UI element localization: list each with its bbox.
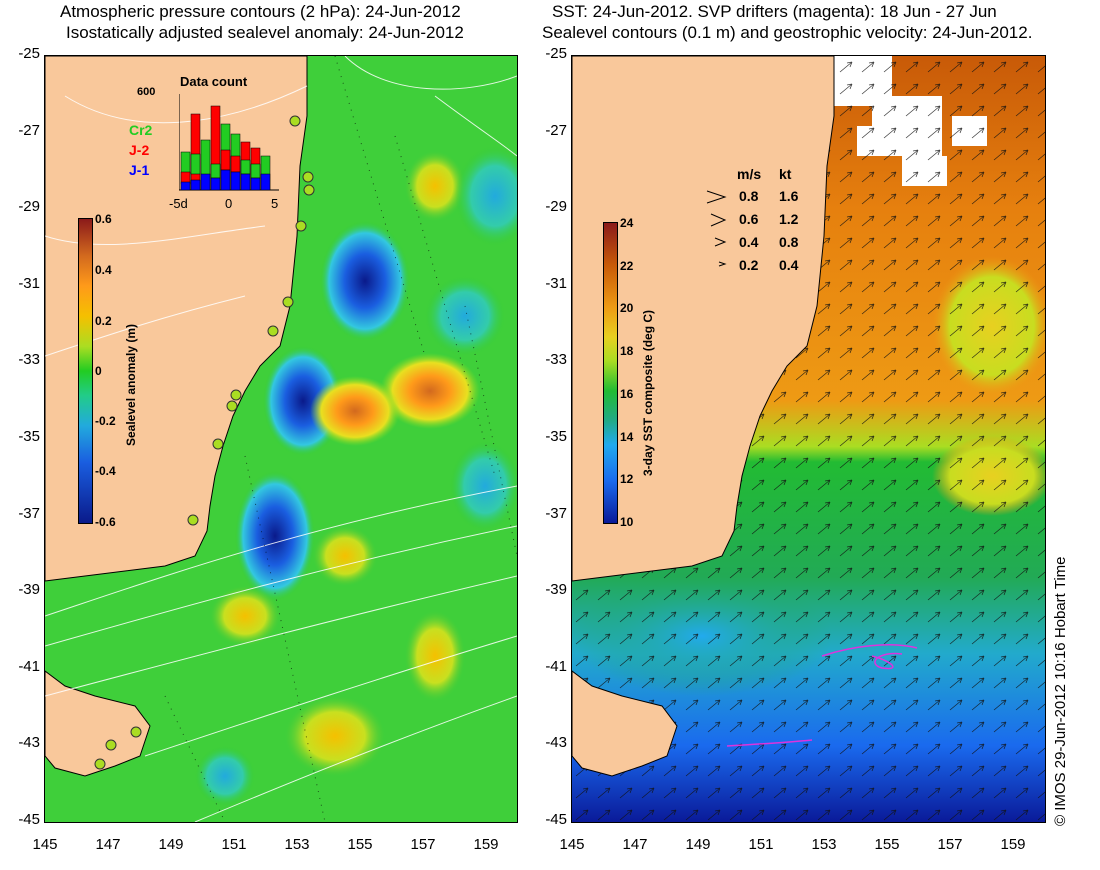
right-ytick: -45 xyxy=(545,811,567,828)
velocity-legend: m/s kt 0.8 1.6 0.6 1.2 0.4 0.8 0.2 0.4 xyxy=(697,166,837,276)
sst-cbtick-2: 20 xyxy=(620,301,634,315)
velocity-ms-3: 0.2 xyxy=(739,257,759,273)
sst-cbtick-7: 10 xyxy=(620,515,634,529)
left-xtick: 147 xyxy=(95,836,121,853)
left-ytick: -35 xyxy=(18,428,40,445)
inset-legend-j2: J-2 xyxy=(129,142,150,158)
left-title-line1: Atmospheric pressure contours (2 hPa): 2… xyxy=(60,2,461,21)
right-xtick: 151 xyxy=(748,836,774,853)
left-ytick: -31 xyxy=(18,275,40,292)
inset-legend-j1: J-1 xyxy=(129,162,150,178)
inset-legend-cr2: Cr2 xyxy=(129,122,153,138)
sst-cbtick-6: 12 xyxy=(620,472,634,486)
sst-cbtick-3: 18 xyxy=(620,344,634,358)
right-xtick: 145 xyxy=(559,836,585,853)
sla-cbtick-1: 0.4 xyxy=(95,263,112,277)
sealevel-colorbar xyxy=(78,218,93,524)
sla-cbtick-4: -0.2 xyxy=(95,414,116,428)
right-ytick: -29 xyxy=(545,198,567,215)
left-xtick: 155 xyxy=(347,836,373,853)
velocity-header-kt: kt xyxy=(779,166,792,182)
right-ytick: -37 xyxy=(545,505,567,522)
sealevel-anomaly-map[interactable]: Data count 600 Cr2 J-2 J-1 -5d 0 5 0.6 xyxy=(44,55,518,823)
velocity-kt-3: 0.4 xyxy=(779,257,799,273)
right-xtick: 147 xyxy=(622,836,648,853)
velocity-header-ms: m/s xyxy=(737,166,762,182)
right-ytick: -35 xyxy=(545,428,567,445)
sst-map[interactable]: m/s kt 0.8 1.6 0.6 1.2 0.4 0.8 0.2 0.4 2… xyxy=(571,55,1046,823)
inset-xtick-2: 5 xyxy=(271,196,279,211)
left-ytick: -29 xyxy=(18,198,40,215)
copyright-text: © IMOS 29-Jun-2012 10:16 Hobart Time xyxy=(1052,556,1069,826)
sst-colorbar xyxy=(603,222,618,524)
velocity-ms-1: 0.6 xyxy=(739,211,759,227)
sla-cbtick-2: 0.2 xyxy=(95,314,112,328)
data-count-inset: Data count 600 Cr2 J-2 J-1 -5d 0 5 xyxy=(129,74,315,211)
inset-title: Data count xyxy=(180,74,248,89)
velocity-ms-0: 0.8 xyxy=(739,188,759,204)
left-ytick: -37 xyxy=(18,505,40,522)
left-xtick: 149 xyxy=(158,836,184,853)
sla-cbtick-6: -0.6 xyxy=(95,515,116,529)
left-ytick: -33 xyxy=(18,351,40,368)
velocity-kt-1: 1.2 xyxy=(779,211,799,227)
sst-cbtick-5: 14 xyxy=(620,430,634,444)
sla-cbtick-5: -0.4 xyxy=(95,464,116,478)
sst-cbtick-1: 22 xyxy=(620,259,634,273)
right-title-line2: Sealevel contours (0.1 m) and geostrophi… xyxy=(542,23,1033,42)
left-ytick: -45 xyxy=(18,811,40,828)
right-ytick: -41 xyxy=(545,658,567,675)
right-ytick: -31 xyxy=(545,275,567,292)
left-ytick: -43 xyxy=(18,734,40,751)
right-xtick: 157 xyxy=(937,836,963,853)
right-ytick: -43 xyxy=(545,734,567,751)
right-ytick: -25 xyxy=(545,45,567,62)
right-xtick: 149 xyxy=(685,836,711,853)
inset-bar-chart xyxy=(179,94,279,191)
sla-cbtick-3: 0 xyxy=(95,364,102,378)
right-xtick: 153 xyxy=(811,836,837,853)
left-ytick: -39 xyxy=(18,581,40,598)
left-xtick: 151 xyxy=(221,836,247,853)
left-xtick: 153 xyxy=(284,836,310,853)
inset-ymax: 600 xyxy=(137,86,156,98)
sla-colorbar-label: Sealevel anomaly (m) xyxy=(124,323,138,446)
sst-cbtick-4: 16 xyxy=(620,387,634,401)
velocity-kt-0: 1.6 xyxy=(779,188,799,204)
sst-cbtick-0: 24 xyxy=(620,216,634,230)
left-xtick: 145 xyxy=(32,836,58,853)
right-title-line1: SST: 24-Jun-2012. SVP drifters (magenta)… xyxy=(552,2,997,21)
right-xtick: 155 xyxy=(874,836,900,853)
sealevel-anomaly-map-graphic xyxy=(45,56,517,822)
right-ytick: -33 xyxy=(545,351,567,368)
right-ytick: -39 xyxy=(545,581,567,598)
left-ytick: -27 xyxy=(18,122,40,139)
sst-colorbar-label: 3-day SST composite (deg C) xyxy=(641,309,655,476)
right-xtick: 159 xyxy=(1000,836,1026,853)
right-ytick: -27 xyxy=(545,122,567,139)
inset-xtick-1: 0 xyxy=(225,196,233,211)
velocity-kt-2: 0.8 xyxy=(779,234,799,250)
inset-xtick-0: -5d xyxy=(169,196,188,211)
left-xtick: 157 xyxy=(410,836,436,853)
left-title-line2: Isostatically adjusted sealevel anomaly:… xyxy=(66,23,464,42)
sla-cbtick-0: 0.6 xyxy=(95,212,112,226)
left-xtick: 159 xyxy=(473,836,499,853)
velocity-legend-arrows xyxy=(706,190,727,267)
left-ytick: -41 xyxy=(18,658,40,675)
sst-map-graphic xyxy=(572,56,1045,822)
left-ytick: -25 xyxy=(18,45,40,62)
velocity-ms-2: 0.4 xyxy=(739,234,759,250)
